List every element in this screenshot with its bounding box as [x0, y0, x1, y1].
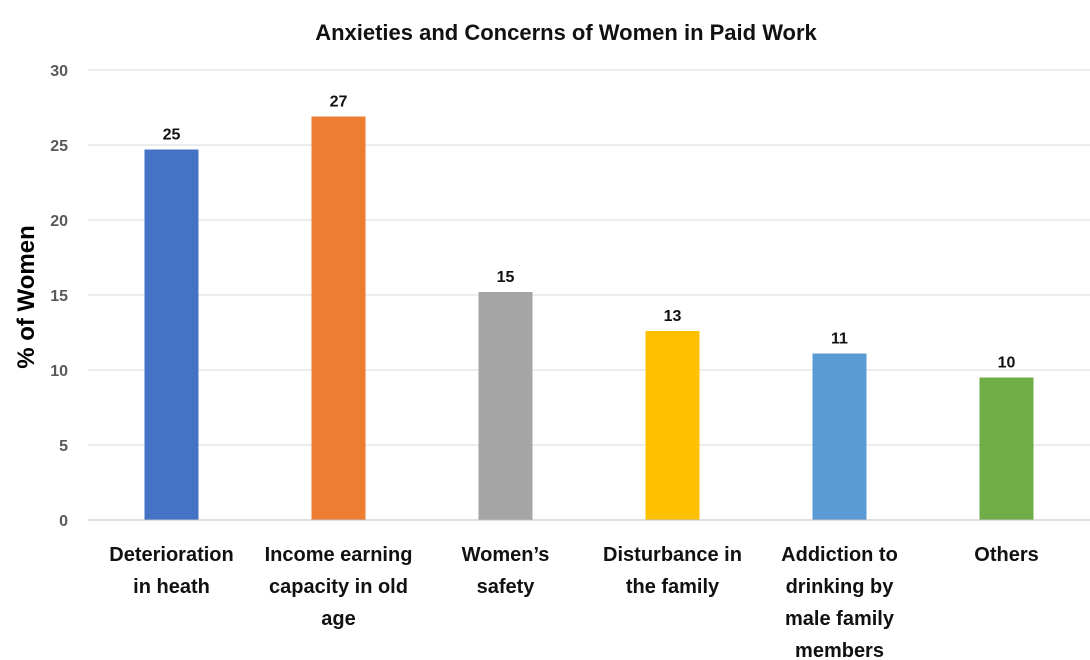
bar [812, 353, 867, 520]
x-tick-label: Addiction to drinking by male family member… [781, 544, 898, 660]
y-tick-label: 20 [50, 213, 68, 230]
x-tick-label: Deterioration in heath [109, 544, 233, 598]
x-tick-label: Disturbance in the family [603, 544, 742, 598]
y-tick-label: 10 [50, 363, 68, 380]
data-label: 27 [330, 94, 348, 111]
y-tick-label: 25 [50, 138, 68, 155]
bar [144, 149, 199, 520]
data-label: 25 [163, 127, 181, 144]
y-tick-label: 5 [59, 438, 68, 455]
gridlines [88, 69, 1090, 446]
data-label: 13 [664, 308, 682, 325]
y-axis-ticks: 0 5 10 15 20 25 30 [50, 63, 68, 530]
y-axis-label: % of Women [13, 225, 40, 369]
bar [645, 331, 700, 520]
y-tick-label: 30 [50, 63, 68, 80]
x-tick-label: Women’s safety [462, 544, 550, 598]
y-tick-label: 15 [50, 288, 68, 305]
y-tick-label: 0 [59, 513, 68, 530]
chart-title: Anxieties and Concerns of Women in Paid … [315, 20, 817, 45]
x-tick-label: Income earning capacity in old age [265, 544, 413, 630]
bars [144, 116, 1034, 520]
x-axis-ticks: Deterioration in heath Income earning capac… [109, 544, 1038, 660]
bar [478, 292, 533, 520]
data-label: 10 [998, 355, 1016, 372]
bar [311, 116, 366, 520]
bar [979, 377, 1034, 520]
data-label: 15 [497, 269, 515, 286]
data-labels: 25 27 15 13 11 10 [163, 94, 1016, 372]
data-label: 11 [831, 331, 848, 348]
x-tick-label: Others [974, 544, 1038, 566]
